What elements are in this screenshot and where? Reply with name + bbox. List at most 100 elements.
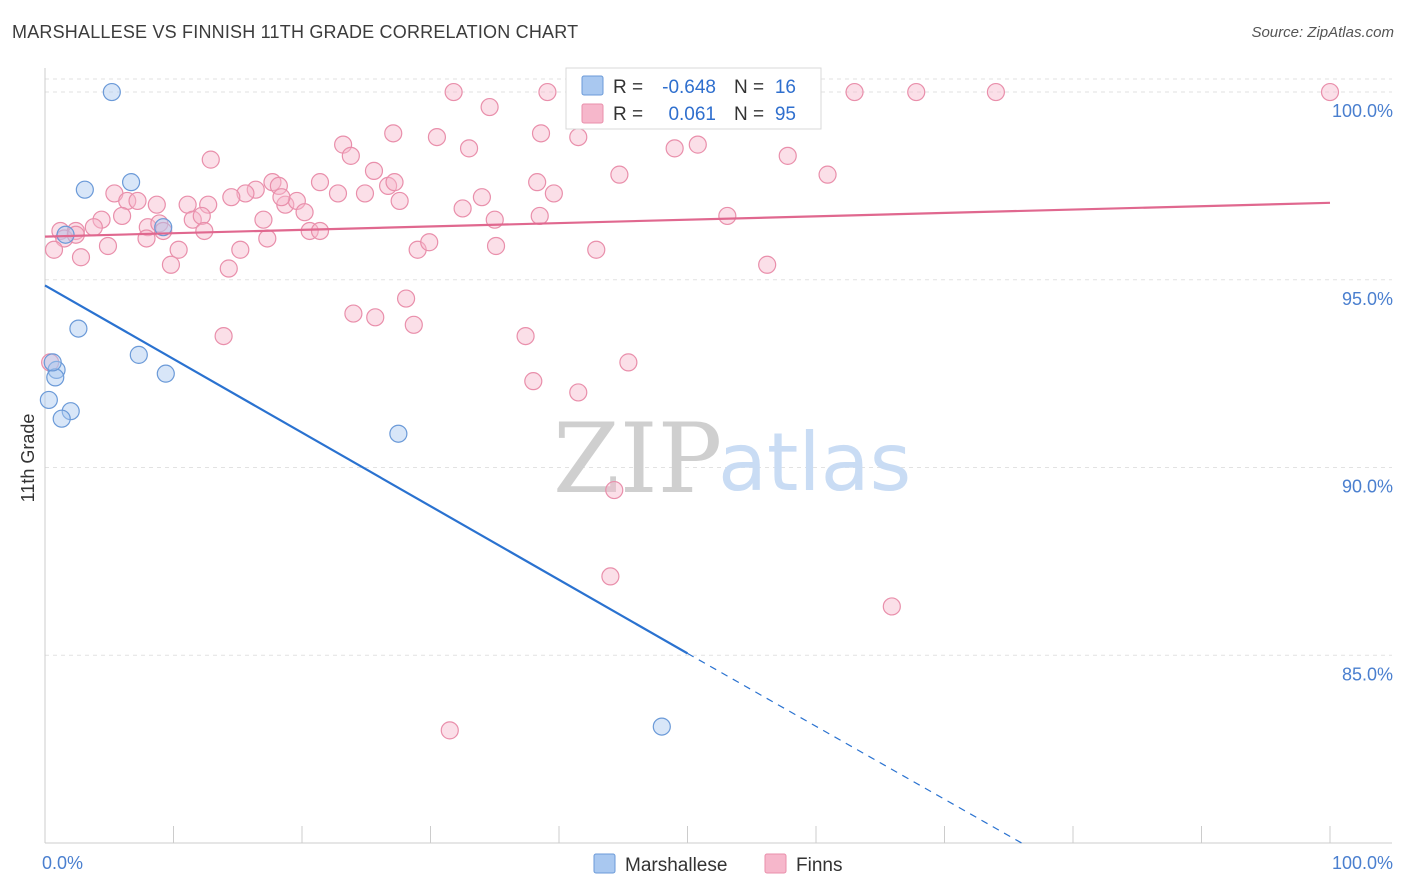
point-finns-50 [92,210,111,229]
point-finns-86 [619,353,638,372]
point-finns-31 [390,191,409,211]
point-finns-68 [44,240,64,259]
point-finns-92 [440,721,459,740]
bottom-legend-finns: Finns [796,855,842,876]
point-finns-34 [528,173,547,192]
point-finns-61 [258,229,277,248]
y-tick-labels: 100.0% 95.0% 90.0% 85.0% [1332,101,1393,684]
point-marshallese-5 [69,319,88,338]
point-finns-1 [538,82,557,102]
point-finns-20 [364,161,384,180]
point-finns-5 [907,82,926,102]
point-marshallese-3 [154,218,173,237]
point-finns-41 [147,195,166,214]
point-finns-29 [355,184,375,203]
chart-title: MARSHALLESE VS FINNISH 11TH GRADE CORREL… [12,22,579,42]
point-finns-42 [178,195,197,214]
point-finns-65 [530,206,549,226]
point-finns-62 [300,221,319,241]
point-finns-8 [480,97,499,117]
bottom-legend-swatch-finns [764,853,787,874]
y-tick-label-3: 85.0% [1342,664,1393,684]
point-finns-6 [986,82,1006,102]
point-finns-28 [222,188,241,207]
point-finns-81 [366,308,385,327]
point-finns-43 [199,195,218,214]
point-finns-11 [531,124,551,143]
bottom-legend-marshallese: Marshallese [625,855,727,876]
point-finns-91 [882,597,901,616]
point-finns-32 [472,188,491,207]
y-tick-label-2: 90.0% [1342,477,1393,497]
point-finns-82 [396,289,416,308]
legend-r-label-0: R = [613,77,643,98]
y-axis-label: 11th Grade [18,414,38,503]
point-marshallese-7 [156,364,175,383]
legend-n-label-0: N = [734,77,764,98]
bottom-legend-swatch-marshallese [593,853,616,874]
point-finns-30 [328,184,348,203]
point-finns-35 [544,184,563,203]
trend-lines [44,201,1331,844]
point-finns-13 [459,139,479,158]
point-finns-60 [254,210,273,229]
trend-extension-marshallese [687,652,1022,844]
trend-line-marshallese [44,284,689,655]
point-finns-79 [758,255,777,274]
axes [44,68,1392,844]
point-marshallese-10 [43,353,62,372]
point-finns-40 [128,191,147,211]
legend-r-value-1: 0.061 [668,104,716,125]
point-finns-0 [444,82,463,102]
point-finns-63 [310,221,330,241]
point-marshallese-13 [52,409,71,428]
point-marshallese-6 [129,345,148,364]
point-finns-26 [246,180,265,199]
point-marshallese-4 [56,225,75,244]
gridlines [45,78,1392,656]
point-finns-70 [98,236,118,256]
legend-swatch-marshallese [581,75,604,96]
point-finns-46 [295,203,314,222]
point-marshallese-2 [121,173,141,192]
point-finns-69 [71,248,91,267]
point-finns-94 [272,188,291,207]
series-legend: Marshallese Finns [593,853,842,876]
point-finns-27 [236,184,255,203]
point-marshallese-1 [75,180,94,199]
point-finns-51 [84,218,103,237]
point-finns-87 [524,372,543,391]
x-tick-labels: 0.0% 100.0% [42,853,1393,873]
point-finns-4 [845,82,864,102]
point-marshallese-14 [389,424,408,443]
legend-n-value-1: 95 [775,104,796,125]
point-finns-89 [605,480,624,500]
watermark: ZIP atlas [553,403,911,515]
point-finns-37 [818,165,837,184]
point-finns-88 [569,383,588,402]
point-finns-19 [778,146,797,165]
point-finns-49 [112,206,132,226]
point-finns-9 [384,124,403,143]
point-finns-10 [427,127,447,147]
stats-legend: R = -0.648 N = 16 R = 0.061 N = 95 [565,67,822,130]
watermark-atlas: atlas [718,416,911,509]
point-finns-84 [214,327,233,346]
point-finns-16 [665,139,684,158]
point-finns-59 [195,221,214,241]
x-tick-label-1: 100.0% [1332,853,1393,873]
point-finns-17 [688,135,707,154]
point-finns-85 [516,327,535,346]
point-finns-80 [344,304,363,323]
trend-line-finns [44,201,1331,238]
point-finns-66 [718,206,737,226]
point-finns-76 [587,240,606,259]
legend-n-value-0: 16 [775,77,796,98]
point-finns-33 [453,199,472,218]
point-marshallese-9 [46,368,65,387]
legend-r-value-0: -0.648 [662,77,716,98]
point-finns-90 [601,567,620,586]
point-finns-47 [183,210,202,229]
point-finns-83 [404,315,423,334]
